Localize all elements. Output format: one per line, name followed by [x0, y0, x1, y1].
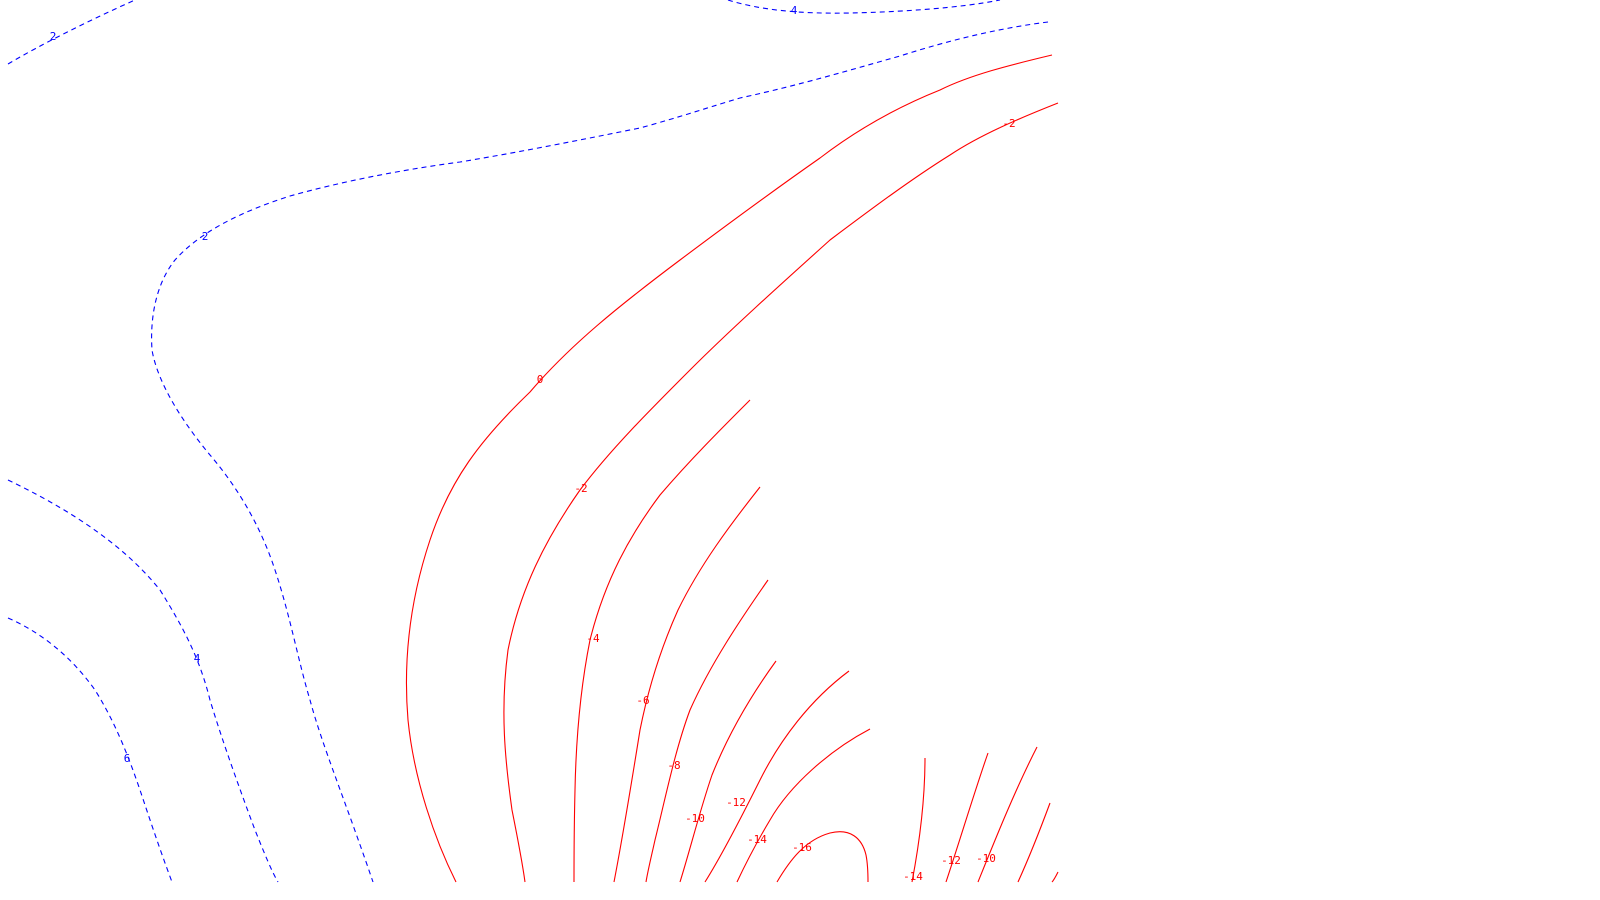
contour-label: -2: [1002, 117, 1015, 130]
contour-label: 2: [50, 30, 57, 43]
contour-label: 4: [194, 652, 201, 665]
contour-label: -8: [667, 759, 680, 772]
contour-label: -14: [747, 833, 767, 846]
contour-label: -2: [574, 482, 587, 495]
contour-label: 6: [124, 752, 131, 765]
contour-line-2-main: [151, 21, 1049, 883]
contour-label: -12: [941, 854, 961, 867]
contour-label: -6: [636, 694, 649, 707]
contour-line-minus14-right: [911, 757, 926, 883]
contour-line-minus6: [613, 486, 761, 883]
contour-line-minus4: [573, 399, 751, 883]
contour-label: -4: [586, 632, 600, 645]
contour-line-minus12-right: [945, 752, 989, 883]
contour-line-6-left: [7, 617, 173, 883]
contour-line-minus12: [704, 670, 850, 883]
contour-line-minus8: [645, 579, 769, 883]
contour-lines: [7, 0, 1059, 883]
contour-line-minus10: [679, 660, 777, 883]
contour-line-0: [405, 54, 1053, 883]
contour-line-minus8-right: [1017, 802, 1051, 883]
contour-label: -12: [726, 796, 746, 809]
contour-label: -16: [792, 841, 812, 854]
contour-label: 2: [202, 230, 209, 243]
contour-line-minus16: [776, 831, 869, 883]
contour-label: -10: [685, 812, 705, 825]
contour-line-4-left: [7, 479, 279, 883]
contour-line-minus2: [503, 102, 1059, 883]
contour-label: 0: [537, 373, 544, 386]
contour-label: 4: [791, 4, 798, 17]
contour-label: -14: [903, 870, 923, 883]
contour-line-4-top: [727, 0, 1001, 14]
contour-label: -10: [976, 852, 996, 865]
contour-line-minus10-right: [977, 746, 1038, 883]
contour-line-minus6-right: [1051, 871, 1059, 883]
contour-line-minus14: [736, 728, 871, 883]
contour-labels: 4 2 2 4 6 0 -2 -2 -4 -6 -8 -10 -12 -14 -…: [50, 4, 1016, 883]
contour-line-2-topleft: [7, 0, 136, 65]
